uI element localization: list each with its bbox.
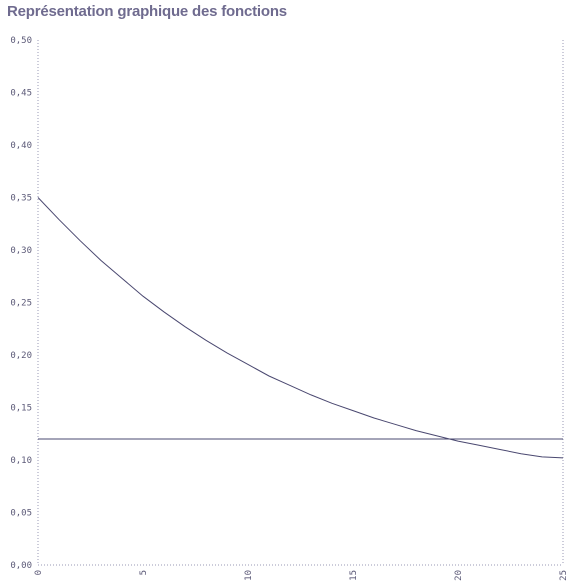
decay-curve-line (37, 197, 564, 459)
y-tick-label: 0,00 (10, 561, 32, 571)
x-tick-label: 0 (34, 570, 44, 575)
chart-series (37, 197, 564, 459)
y-tick-label: 0,15 (10, 404, 32, 414)
y-tick-label: 0,40 (10, 141, 32, 151)
x-tick-label: 20 (454, 570, 464, 581)
y-tick-label: 0,35 (10, 194, 32, 204)
x-tick-label: 10 (244, 570, 254, 581)
y-tick-label: 0,05 (10, 509, 32, 519)
y-tick-label: 0,50 (10, 36, 32, 46)
chart-title: Représentation graphique des fonctions (7, 3, 287, 20)
y-tick-label: 0,20 (10, 351, 32, 361)
y-tick-label: 0,30 (10, 246, 32, 256)
x-tick-label: 15 (349, 570, 359, 581)
x-tick-label: 5 (139, 570, 149, 575)
x-tick-label: 25 (559, 570, 569, 581)
chart-axes (37, 40, 564, 566)
y-axis-ticks: 0,00 0,05 0,10 0,15 0,20 0,25 0,30 0,35 0,40 0,45… (10, 36, 32, 571)
y-tick-label: 0,25 (10, 299, 32, 309)
y-tick-label: 0,10 (10, 456, 32, 466)
x-axis-ticks: 0 5 10 15 20 25 (34, 570, 569, 581)
y-tick-label: 0,45 (10, 89, 32, 99)
